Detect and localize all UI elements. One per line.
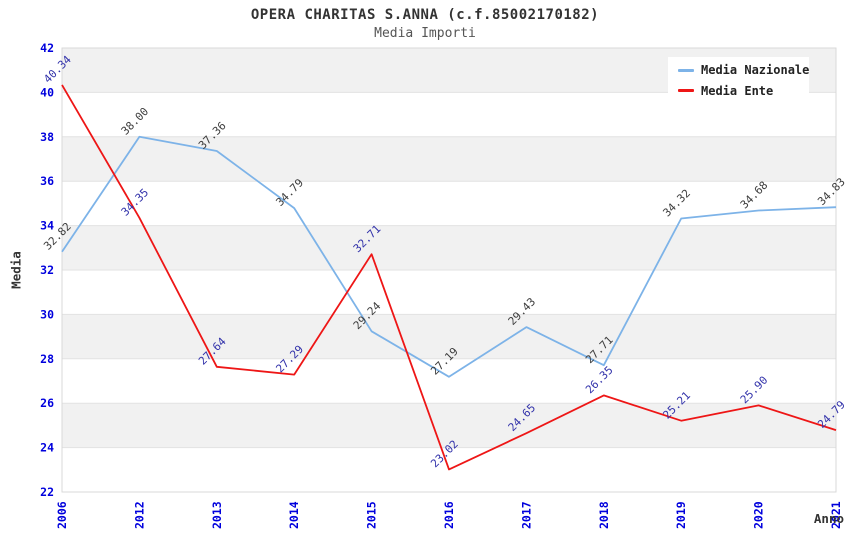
y-tick-label: 38 (40, 130, 54, 144)
y-axis-title: Media (8, 251, 24, 289)
data-label: 26.35 (583, 364, 616, 397)
legend: Media Nazionale Media Ente (668, 57, 809, 104)
data-label: 34.68 (738, 179, 771, 212)
plot-border (61, 47, 837, 493)
legend-item-media-ente[interactable]: Media Ente (678, 84, 809, 98)
legend-line-swatch-nazionale-icon (678, 68, 694, 72)
x-tick-label: 2019 (674, 501, 688, 529)
y-tick-label: 34 (40, 219, 54, 233)
x-tick-label: 2006 (55, 501, 69, 529)
chart-title: OPERA CHARITAS S.ANNA (c.f.85002170182) (250, 7, 600, 23)
x-axis-title: Anno (813, 511, 844, 526)
y-tick-label: 40 (40, 85, 54, 99)
x-tick-label: 2012 (132, 501, 146, 529)
series-line-media-ente[interactable] (61, 84, 837, 471)
y-tick-label: 22 (40, 485, 54, 499)
series-line-media-nazionale[interactable] (61, 135, 837, 378)
x-tick-label: 2018 (597, 501, 611, 529)
plot-band (62, 225, 836, 270)
plot-band (62, 314, 836, 359)
x-tick-label: 2016 (442, 501, 456, 529)
x-tick-label: 2015 (365, 501, 379, 529)
legend-line-swatch-ente-icon (678, 89, 694, 93)
plot-band (62, 403, 836, 448)
data-label: 38.00 (119, 105, 152, 138)
x-tick-label: 2013 (210, 501, 224, 529)
y-tick-label: 26 (40, 396, 54, 410)
y-tick-label: 30 (40, 307, 54, 321)
y-tick-label: 28 (40, 352, 54, 366)
y-tick-label: 36 (40, 174, 54, 188)
x-tick-label: 2020 (752, 501, 766, 529)
x-tick-label: 2014 (287, 501, 301, 529)
data-label: 34.32 (660, 187, 693, 220)
y-tick-label: 42 (40, 41, 54, 55)
legend-item-media-nazionale[interactable]: Media Nazionale (678, 63, 809, 77)
chart-subtitle: Media Importi (374, 26, 476, 41)
legend-label-media-nazionale: Media Nazionale (701, 63, 810, 78)
legend-label-media-ente: Media Ente (701, 83, 774, 98)
plot-band (62, 136, 836, 182)
x-tick-label: 2021 (829, 501, 843, 529)
y-tick-label: 24 (40, 441, 54, 455)
y-tick-label: 32 (40, 263, 54, 277)
data-label: 25.90 (738, 374, 771, 407)
x-tick-label: 2017 (519, 501, 533, 529)
